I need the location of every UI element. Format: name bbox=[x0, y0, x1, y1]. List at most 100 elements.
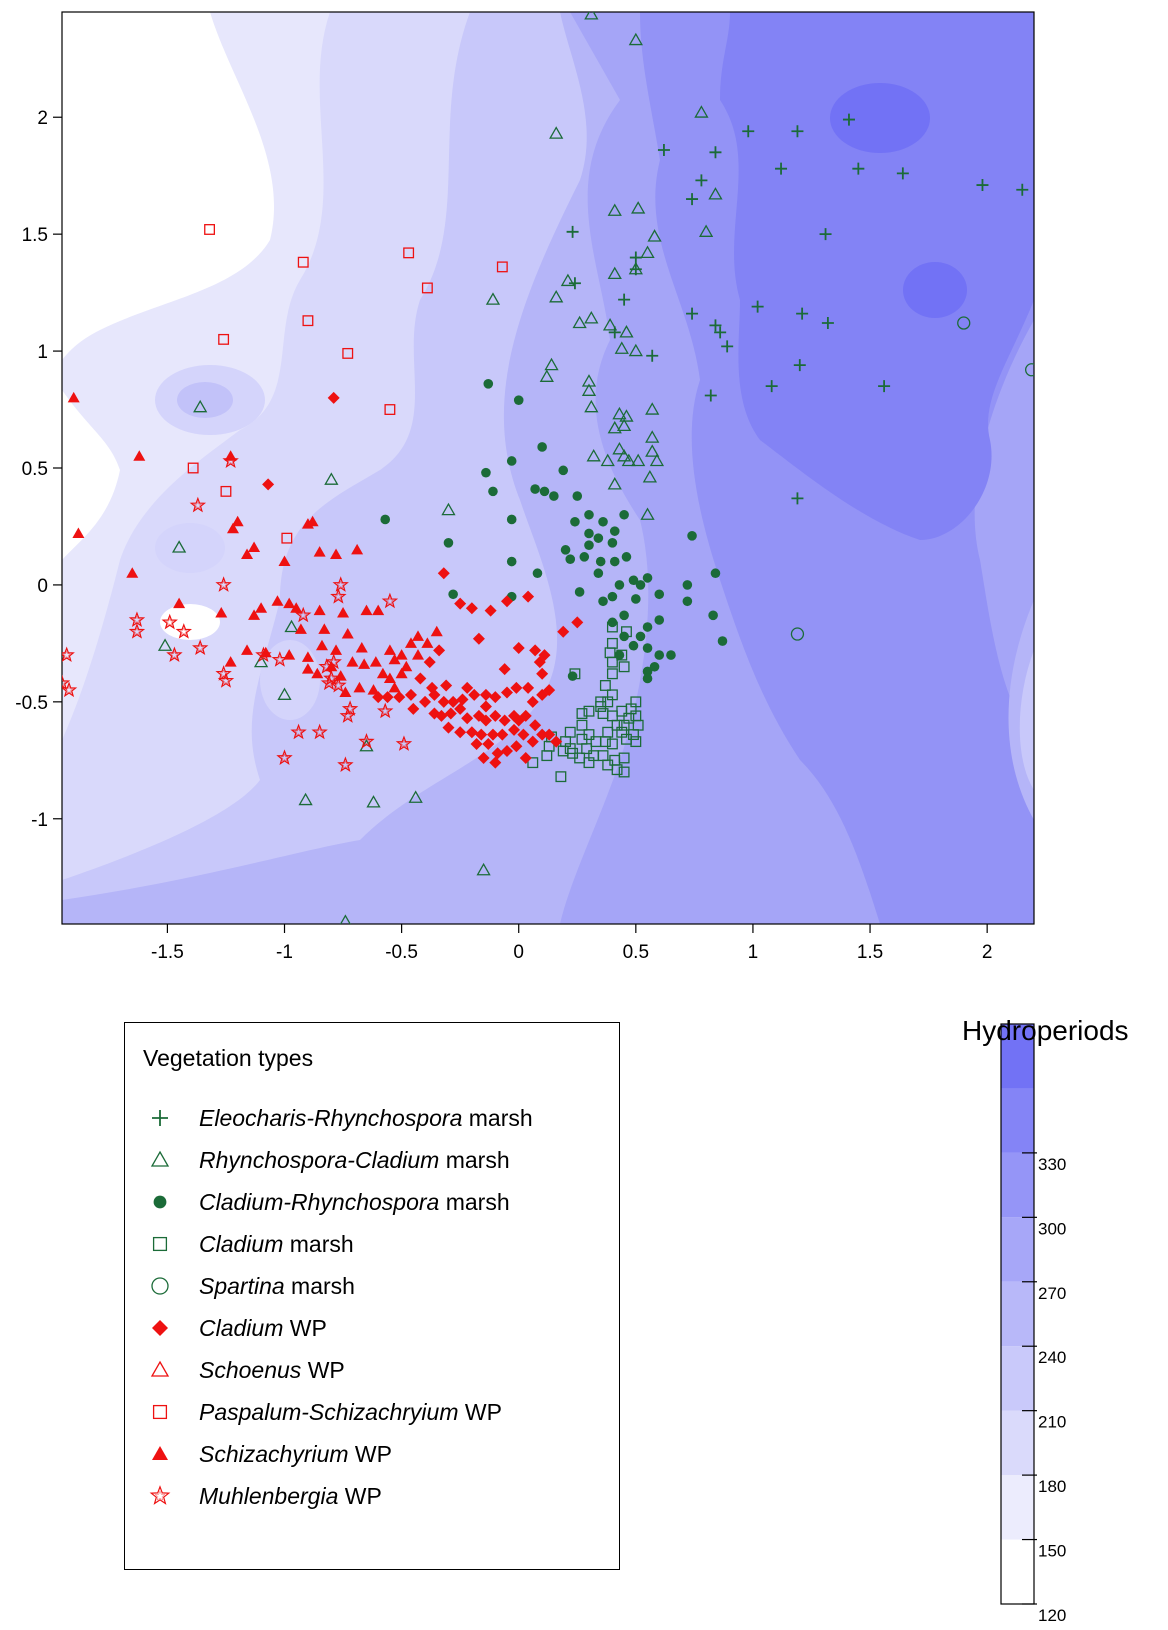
data-point bbox=[381, 592, 399, 609]
data-point bbox=[290, 602, 303, 613]
data-point bbox=[465, 602, 478, 615]
data-point bbox=[852, 162, 865, 175]
data-point bbox=[437, 567, 450, 580]
data-point bbox=[175, 623, 193, 639]
data-point bbox=[584, 540, 594, 550]
legend-label: Rhynchospora-Cladium marsh bbox=[199, 1147, 510, 1174]
data-point bbox=[491, 747, 504, 760]
data-point bbox=[400, 660, 413, 672]
data-point bbox=[302, 315, 314, 327]
data-point bbox=[318, 623, 331, 634]
data-point bbox=[522, 590, 535, 603]
data-point bbox=[133, 450, 146, 461]
data-point bbox=[695, 174, 708, 187]
data-point bbox=[366, 795, 381, 808]
data-point bbox=[414, 672, 427, 685]
data-point bbox=[403, 247, 415, 259]
legend-title: Vegetation types bbox=[143, 1045, 314, 1071]
legend-item: Cladium-Rhynchospora marsh bbox=[145, 1185, 510, 1219]
data-point bbox=[654, 615, 665, 625]
data-point bbox=[538, 649, 551, 662]
legend-type: marsh bbox=[439, 1146, 510, 1173]
square-open-icon bbox=[152, 1236, 168, 1252]
data-point bbox=[301, 651, 314, 662]
data-point bbox=[1025, 363, 1034, 377]
data-point bbox=[717, 636, 728, 646]
data-point bbox=[187, 462, 199, 474]
data-point bbox=[519, 751, 532, 764]
data-point bbox=[687, 531, 697, 541]
data-point bbox=[358, 658, 371, 669]
data-point bbox=[388, 653, 401, 665]
data-point bbox=[404, 688, 417, 701]
series-cladium-wp bbox=[262, 391, 584, 769]
data-point bbox=[579, 552, 590, 562]
data-point bbox=[226, 522, 239, 534]
data-point bbox=[341, 628, 354, 639]
data-point bbox=[602, 759, 614, 771]
x-tick-label: 0 bbox=[513, 942, 524, 963]
data-point bbox=[367, 684, 380, 695]
data-point bbox=[337, 756, 354, 772]
data-point bbox=[791, 125, 804, 138]
data-point bbox=[976, 179, 989, 192]
data-point bbox=[557, 625, 570, 638]
data-point bbox=[584, 311, 599, 324]
legend-type: WP bbox=[338, 1482, 382, 1509]
data-point bbox=[607, 477, 622, 490]
data-point bbox=[607, 591, 618, 602]
legend-type: WP bbox=[283, 1314, 327, 1341]
legend-type: WP bbox=[301, 1356, 345, 1383]
data-point bbox=[842, 113, 855, 126]
data-point bbox=[437, 695, 450, 708]
data-point bbox=[62, 681, 78, 698]
data-point bbox=[485, 292, 501, 305]
legend-genus: Rhynchospora-Cladium bbox=[199, 1146, 440, 1173]
data-point bbox=[339, 914, 351, 924]
data-point bbox=[224, 656, 237, 667]
data-point bbox=[570, 516, 580, 527]
axes: -1.5 -1 -0.5 0 0.5 1 1.5 2 -1 -0.5 0 0.5 1 1.5 2 bbox=[15, 108, 992, 963]
data-point bbox=[654, 589, 665, 600]
data-point bbox=[477, 751, 490, 764]
triangle-open-icon bbox=[150, 1360, 170, 1377]
data-point bbox=[708, 187, 723, 200]
data-point bbox=[407, 702, 420, 715]
data-point bbox=[543, 728, 556, 741]
data-point bbox=[360, 604, 373, 616]
data-point bbox=[283, 649, 296, 660]
data-point bbox=[606, 738, 618, 750]
data-point bbox=[549, 491, 559, 501]
x-tick-label: -1 bbox=[276, 942, 293, 963]
data-point bbox=[574, 587, 585, 597]
data-point bbox=[599, 680, 611, 691]
data-point bbox=[470, 737, 483, 750]
data-point bbox=[569, 668, 581, 680]
data-point bbox=[566, 225, 579, 238]
data-point bbox=[555, 771, 567, 783]
data-point bbox=[315, 639, 328, 651]
legend-genus: Cladium-Rhynchospora bbox=[199, 1188, 440, 1215]
data-point bbox=[284, 619, 299, 633]
data-point bbox=[576, 719, 588, 731]
data-point bbox=[506, 456, 517, 466]
data-point bbox=[576, 708, 588, 719]
data-point bbox=[666, 650, 676, 660]
data-point bbox=[441, 502, 456, 516]
data-point bbox=[657, 143, 670, 156]
colorbar-band bbox=[1001, 1024, 1034, 1089]
data-point bbox=[609, 556, 620, 567]
data-point bbox=[614, 650, 625, 660]
x-tick-label: 1.5 bbox=[857, 942, 883, 963]
data-point bbox=[775, 162, 788, 175]
data-point bbox=[325, 653, 342, 670]
data-point bbox=[631, 453, 646, 467]
legend-genus: Paspalum-Schizachryium bbox=[199, 1398, 459, 1425]
colorbar-band bbox=[1001, 1217, 1034, 1282]
data-point bbox=[157, 638, 173, 651]
y-tick-label: 1 bbox=[37, 342, 48, 363]
data-point bbox=[255, 646, 272, 663]
data-point bbox=[640, 507, 655, 520]
data-point bbox=[501, 686, 514, 699]
data-point bbox=[549, 289, 564, 303]
